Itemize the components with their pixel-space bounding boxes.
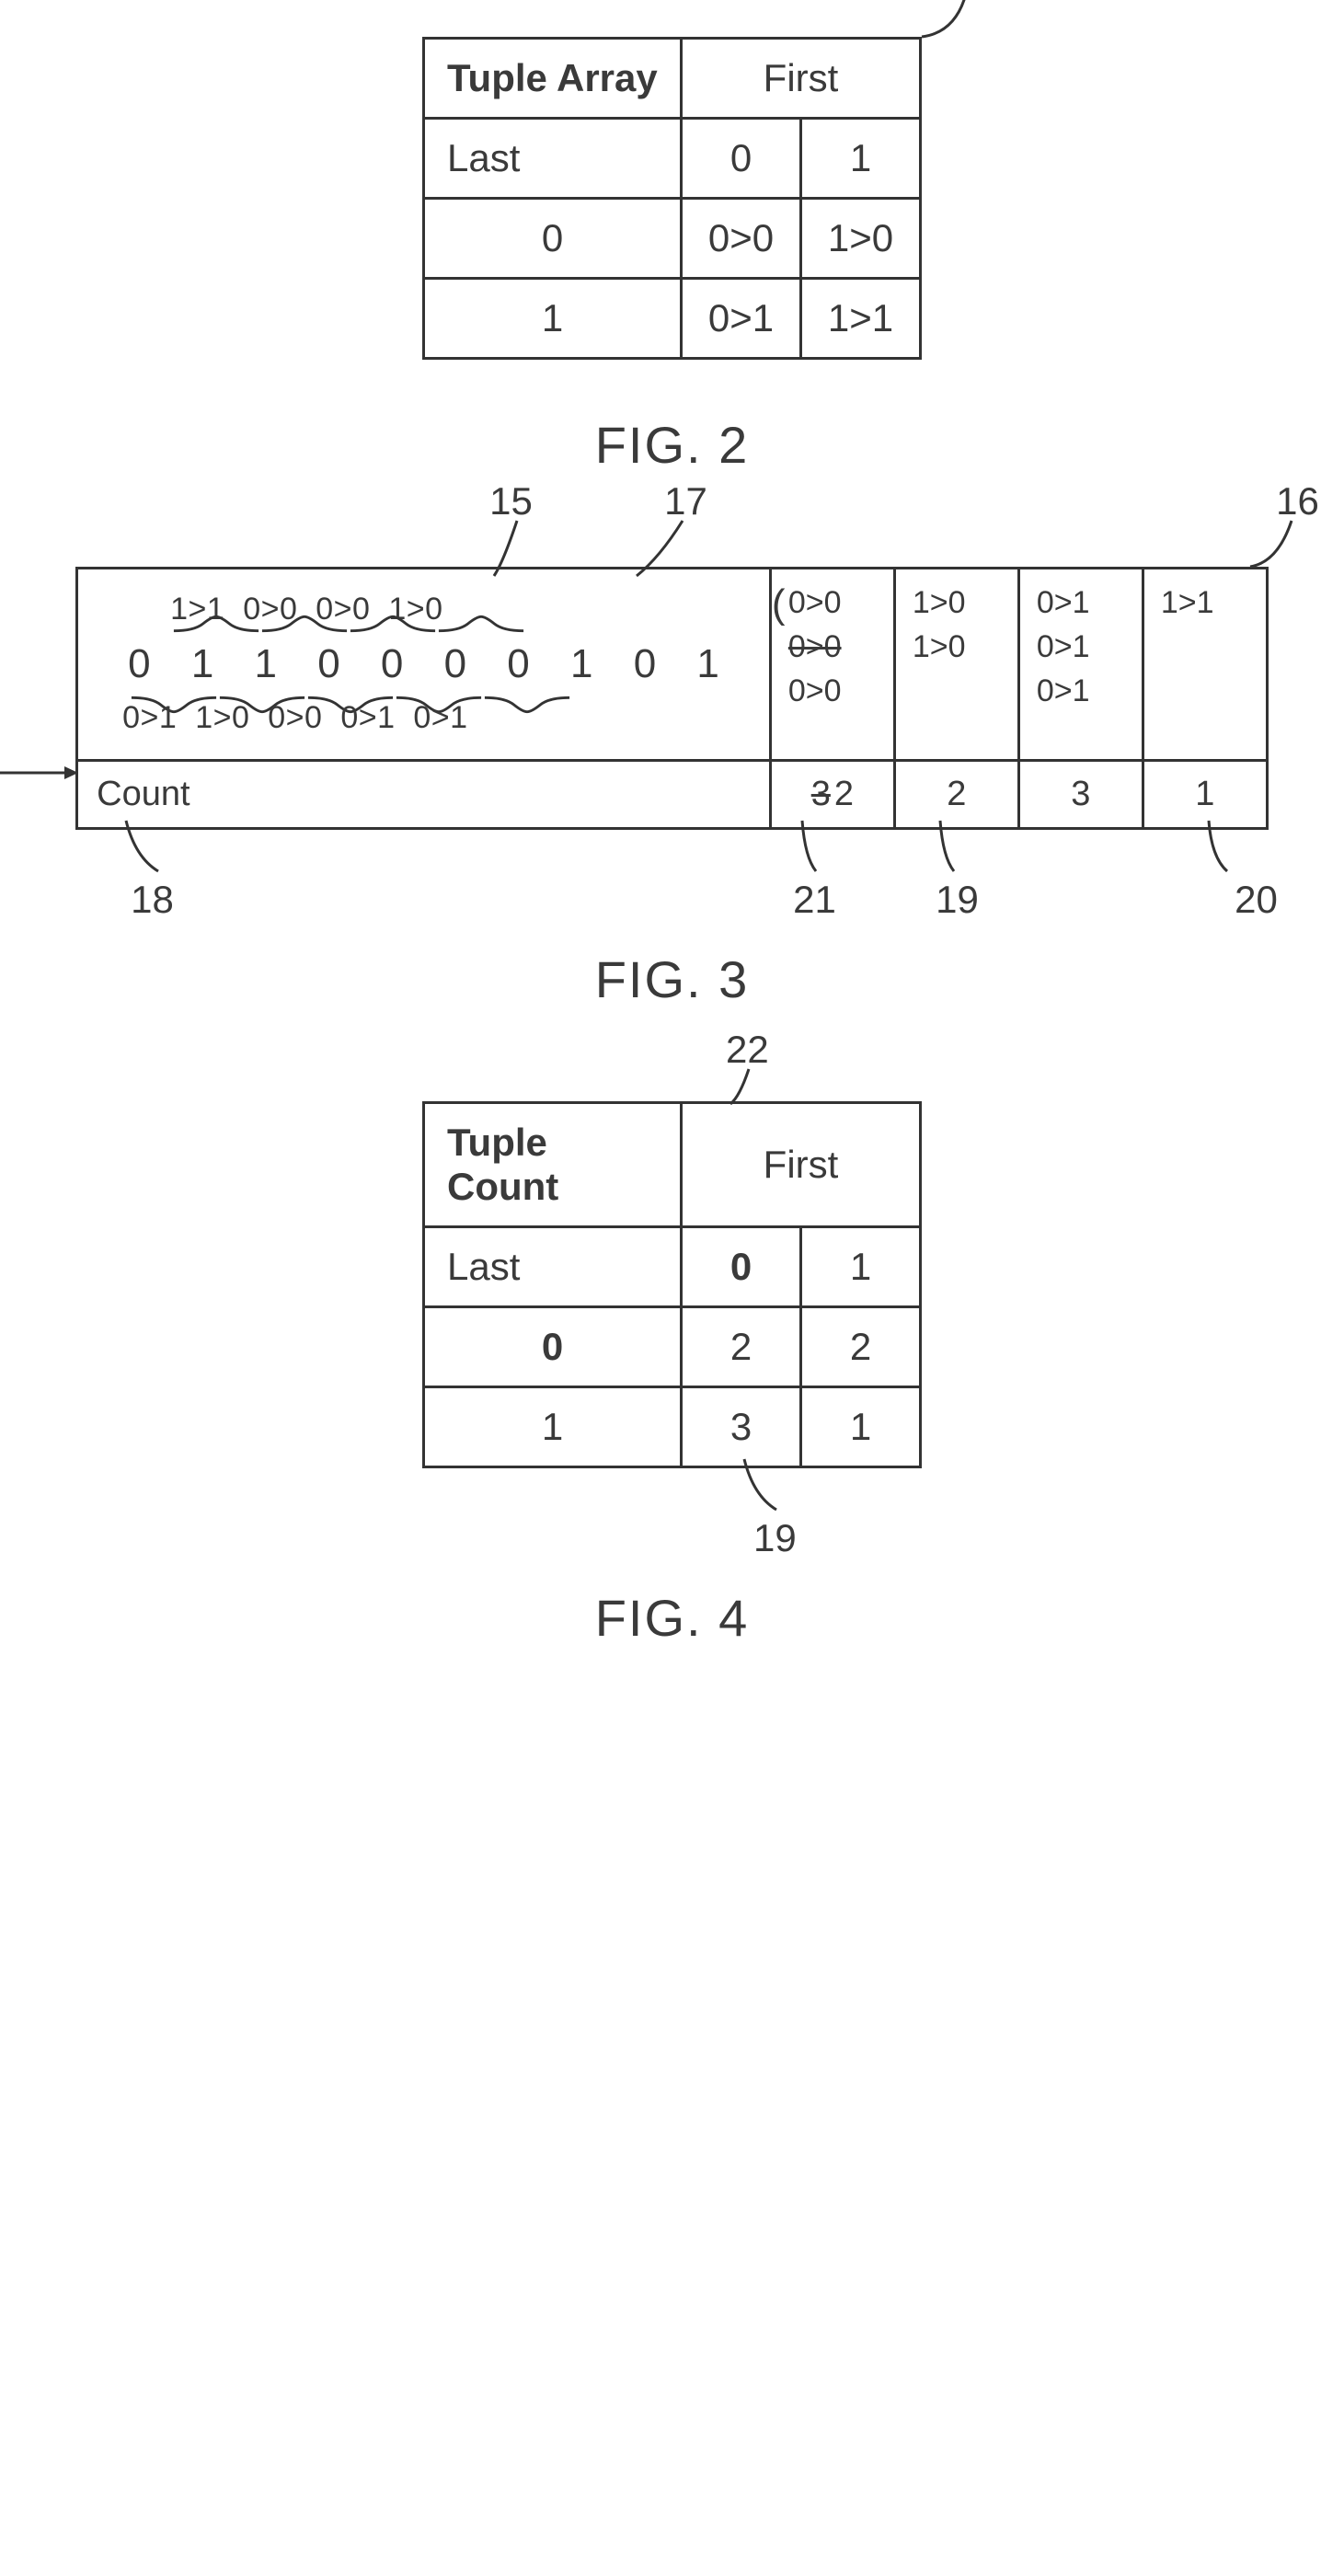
- fig3-ref-16: 16: [1276, 479, 1319, 523]
- fig4-row0-label: 0: [424, 1306, 682, 1386]
- fig2-table-wrap: 12 Tuple Array First Last 0 1 0 0>0 1>0 …: [422, 37, 922, 360]
- fig3-count-1: 2: [894, 760, 1018, 828]
- fig3-ref-20: 20: [1235, 878, 1278, 922]
- fig3-col3-h: 1>1: [1161, 582, 1249, 625]
- fig2-cell-01: 1>0: [801, 199, 921, 279]
- fig3-col-0: ( 0>0 0>0 0>0: [770, 569, 894, 761]
- fig2-title: FIG. 2: [595, 415, 750, 475]
- fig2-cell-00: 0>0: [682, 199, 801, 279]
- fig3-col1-h: 1>0: [913, 582, 1001, 625]
- fig4-ref-22: 22: [726, 1028, 769, 1072]
- fig3-count0-plain: 2: [834, 775, 854, 813]
- fig3-col-2: 0>1 0>1 0>1: [1018, 569, 1143, 761]
- fig3-col-3: 1>1: [1143, 569, 1267, 761]
- fig3-count-0: 32: [770, 760, 894, 828]
- fig3-table-wrap: 15 17 16 14 1>1 0>0 0>0 1>0: [75, 567, 1269, 830]
- fig3-table: 1>1 0>0 0>0 1>0 0 1 1 0 0 0 0 1 0 1: [75, 567, 1269, 830]
- fig3-col-1: 1>0 1>0: [894, 569, 1018, 761]
- fig3-ref-18: 18: [131, 878, 174, 922]
- fig3-ref-19: 19: [936, 878, 979, 922]
- fig4-cell-11: 1: [801, 1386, 921, 1466]
- fig3-bottom-tuples: 0>1 1>0 0>0 0>1 0>1: [122, 702, 734, 735]
- fig4-cell-10: 3: [682, 1386, 801, 1466]
- fig4-ref-19: 19: [753, 1516, 797, 1560]
- fig3-ref-17: 17: [664, 479, 707, 523]
- fig4-col0: 0: [682, 1226, 801, 1306]
- fig2-leader-12: [917, 0, 982, 55]
- bracket-icon: (: [772, 577, 786, 631]
- fig4-table-wrap: 22 Tuple Count First Last 0 1 0 2 2 1 3: [422, 1101, 922, 1468]
- fig3-col0-h: 0>0: [788, 582, 877, 625]
- fig2-cell-10: 0>1: [682, 279, 801, 359]
- fig3-col2-h: 0>1: [1037, 582, 1125, 625]
- fig3-count0-struck: 3: [811, 775, 831, 813]
- fig3-ref-14-arrow: 14: [0, 751, 78, 795]
- fig3-col2-plain: 0>1: [1037, 627, 1125, 669]
- fig3-count-3: 1: [1143, 760, 1267, 828]
- fig3-count-label: Count: [77, 760, 771, 828]
- fig2-cell-11: 1>1: [801, 279, 921, 359]
- fig3-bit-string: 0 1 1 0 0 0 0 1 0 1: [128, 643, 734, 685]
- fig2-row1-label: 1: [424, 279, 682, 359]
- fig4-last-header: Last: [424, 1226, 682, 1306]
- fig4-cell-01: 2: [801, 1306, 921, 1386]
- fig4-corner: Tuple Count: [424, 1102, 682, 1226]
- fig2-corner: Tuple Array: [424, 39, 682, 119]
- fig2-last-header: Last: [424, 119, 682, 199]
- fig2-first-header: First: [682, 39, 921, 119]
- fig4-cell-00: 2: [682, 1306, 801, 1386]
- fig3-count-2: 3: [1018, 760, 1143, 828]
- fig3-bits-cell: 1>1 0>0 0>0 1>0 0 1 1 0 0 0 0 1 0 1: [77, 569, 771, 761]
- fig3-col1-plain: 1>0: [913, 627, 1001, 669]
- fig4-first-header: First: [682, 1102, 921, 1226]
- figure-2: 12 Tuple Array First Last 0 1 0 0>0 1>0 …: [18, 37, 1326, 475]
- fig4-row1-label: 1: [424, 1386, 682, 1466]
- fig4-title: FIG. 4: [595, 1588, 750, 1648]
- fig3-col2-plain2: 0>1: [1037, 671, 1125, 713]
- figure-4: 22 Tuple Count First Last 0 1 0 2 2 1 3: [18, 1101, 1326, 1648]
- fig2-row0-label: 0: [424, 199, 682, 279]
- tuple-count-table: Tuple Count First Last 0 1 0 2 2 1 3 1: [422, 1101, 922, 1468]
- fig2-col0: 0: [682, 119, 801, 199]
- fig3-col0-struck: 0>0: [788, 627, 877, 669]
- fig3-top-braces: [130, 623, 734, 643]
- fig2-col1: 1: [801, 119, 921, 199]
- fig2-ref-12: 12: [961, 0, 1005, 7]
- tuple-array-table: Tuple Array First Last 0 1 0 0>0 1>0 1 0…: [422, 37, 922, 360]
- fig4-col1: 1: [801, 1226, 921, 1306]
- fig3-col0-plain: 0>0: [788, 671, 877, 713]
- fig3-ref-21: 21: [793, 878, 836, 922]
- figure-3: 15 17 16 14 1>1 0>0 0>0 1>0: [18, 567, 1326, 1009]
- fig3-ref-15: 15: [489, 479, 533, 523]
- fig3-title: FIG. 3: [595, 949, 750, 1009]
